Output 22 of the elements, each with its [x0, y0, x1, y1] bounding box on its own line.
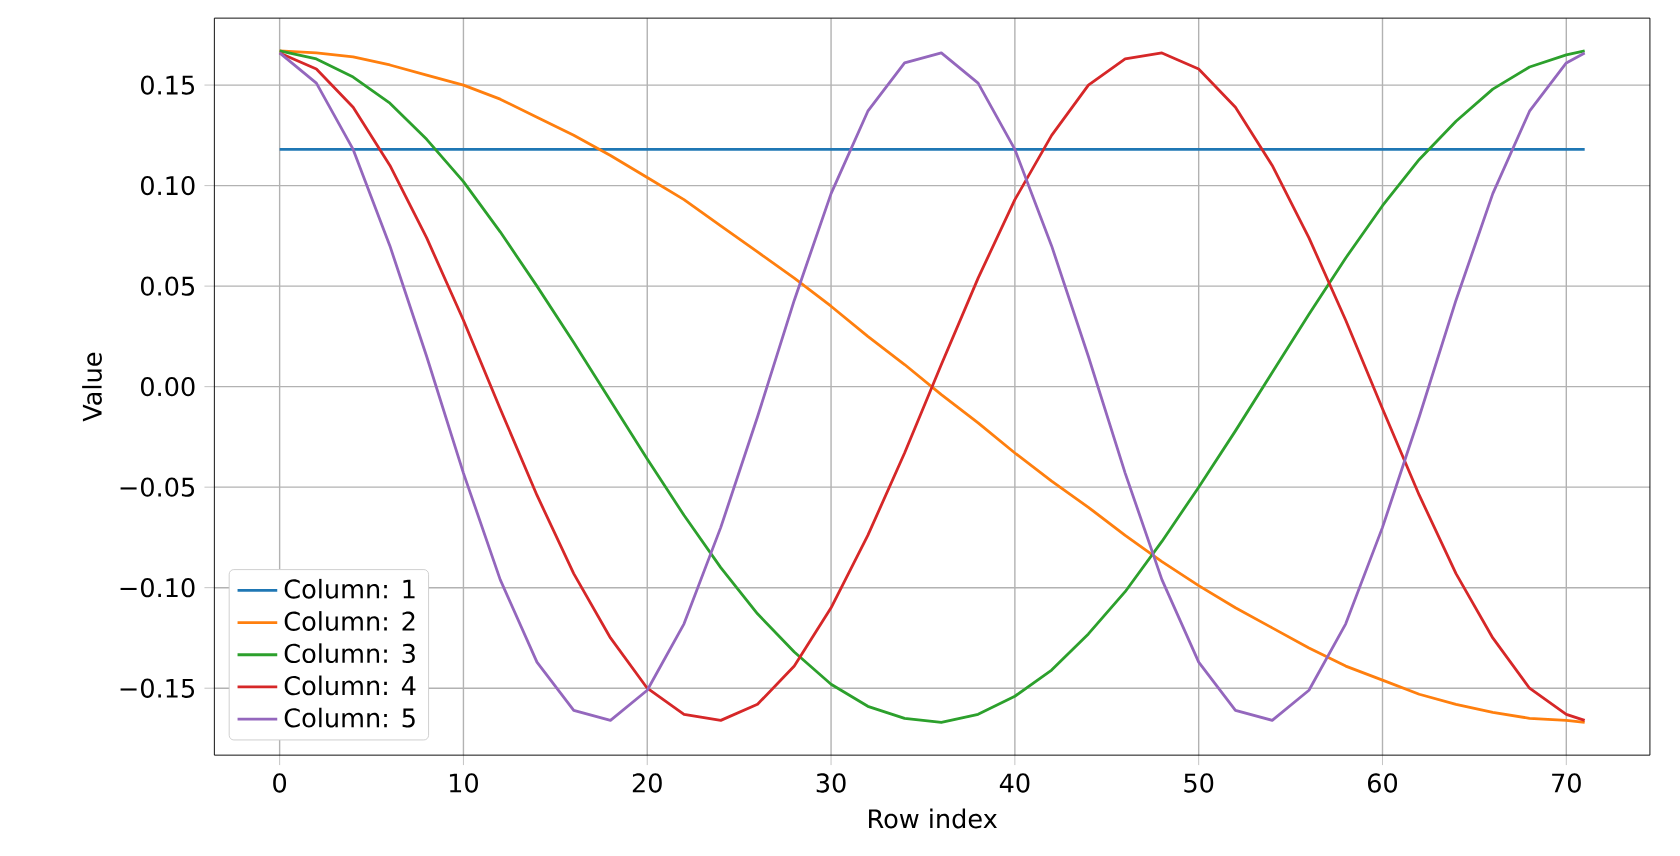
legend-label: Column: 3	[284, 643, 415, 664]
y-tick-label: 0.10	[140, 175, 195, 196]
x-tick-label: 30	[816, 773, 846, 793]
y-axis-title: Value	[82, 352, 102, 422]
y-tick-label: −0.05	[120, 477, 194, 497]
y-tick-label: −0.15	[120, 678, 194, 698]
x-tick-label: 60	[1368, 773, 1398, 793]
x-tick-label: 0	[273, 773, 287, 793]
legend-label: Column: 2	[284, 611, 415, 631]
y-tick-label: −0.10	[120, 578, 195, 598]
legend-label: Column: 1	[284, 578, 415, 599]
x-tick-label: 70	[1552, 773, 1581, 793]
y-tick-label: 0.05	[140, 276, 194, 296]
y-tick-label: 0.00	[140, 377, 195, 397]
x-axis-title: Row index	[869, 808, 997, 829]
legend-label: Column: 5	[284, 707, 415, 728]
x-tick-label: 40	[999, 773, 1030, 793]
x-tick-label: 50	[1184, 773, 1214, 793]
y-tick-label: 0.15	[140, 75, 194, 95]
x-tick-label: 10	[449, 773, 478, 793]
legend-label: Column: 4	[284, 675, 416, 696]
x-tick-label: 20	[632, 773, 662, 793]
